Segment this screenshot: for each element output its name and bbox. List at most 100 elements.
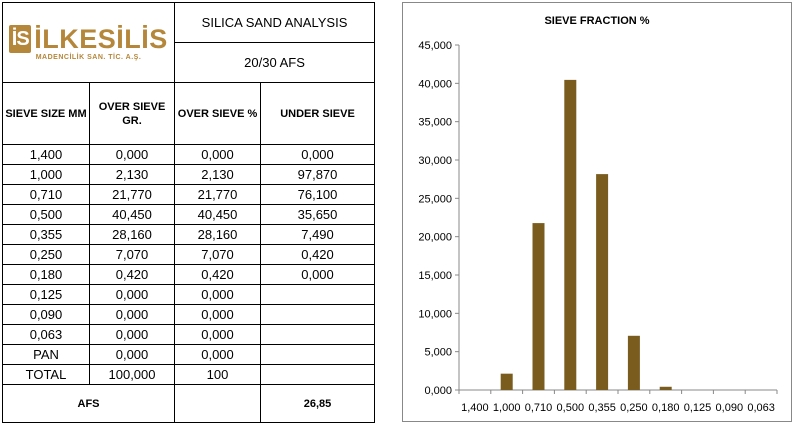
over-sieve-gr-cell: 0,000 — [88, 144, 176, 165]
over-sieve-pct-cell: 2,130 — [174, 164, 262, 185]
table-row: TOTAL 100,000 100 — [2, 364, 376, 385]
chart-panel: SIEVE FRACTION % 0,000 5,000 10,000 15,000 2… — [402, 2, 792, 422]
over-sieve-pct-cell: 40,450 — [174, 204, 262, 225]
y-tick-label: 5,000 — [424, 347, 452, 359]
report-subtitle: 20/30 AFS — [174, 42, 376, 83]
x-tick-label: 0,500 — [557, 402, 585, 414]
column-header: OVER SIEVE GR. — [88, 82, 176, 145]
sieve-size-cell: 0,710 — [2, 184, 90, 205]
logo-mark: İS — [9, 24, 32, 53]
x-tick-label: 1,000 — [493, 402, 521, 414]
table-row: 1,000 2,130 2,130 97,870 — [2, 164, 376, 185]
sieve-size-cell: 0,180 — [2, 264, 90, 285]
x-tick-label: 0,180 — [652, 402, 680, 414]
over-sieve-gr-cell: 0,000 — [88, 324, 176, 345]
under-sieve-cell: 35,650 — [260, 204, 376, 225]
over-sieve-gr-cell: 0,000 — [88, 284, 176, 305]
over-sieve-gr-cell: 28,160 — [88, 224, 176, 245]
y-tick-label: 35,000 — [418, 117, 452, 129]
over-sieve-gr-cell: 0,000 — [88, 344, 176, 365]
sieve-size-cell: 0,125 — [2, 284, 90, 305]
over-sieve-gr-cell: 0,420 — [88, 264, 176, 285]
sieve-size-cell: 0,090 — [2, 304, 90, 325]
x-tick-label: 0,090 — [716, 402, 744, 414]
x-tick-label: 1,400 — [461, 402, 489, 414]
table-row: PAN 0,000 0,000 — [2, 344, 376, 365]
over-sieve-gr-cell: 21,770 — [88, 184, 176, 205]
table-row: 0,500 40,450 40,450 35,650 — [2, 204, 376, 225]
under-sieve-cell: 7,490 — [260, 224, 376, 245]
sieve-size-cell: 1,000 — [2, 164, 90, 185]
bar — [564, 79, 577, 390]
over-sieve-pct-cell: 0,420 — [174, 264, 262, 285]
table-row: 0,355 28,160 28,160 7,490 — [2, 224, 376, 245]
y-tick-label: 40,000 — [418, 78, 452, 90]
under-sieve-cell: 0,000 — [260, 144, 376, 165]
under-sieve-cell — [260, 364, 376, 385]
bar — [500, 373, 513, 390]
bar — [659, 386, 672, 390]
over-sieve-gr-cell: 100,000 — [88, 364, 176, 385]
under-sieve-cell: 97,870 — [260, 164, 376, 185]
sieve-size-cell: 0,063 — [2, 324, 90, 345]
table-row: 0,710 21,770 21,770 76,100 — [2, 184, 376, 205]
under-sieve-cell — [260, 344, 376, 365]
table-body: 1,400 0,000 0,000 0,000 1,000 2,130 2,130 97,87… — [2, 144, 376, 385]
logo-subtitle: MADENCİLİK SAN. TİC. A.Ş. — [35, 53, 142, 61]
company-logo: İS İLKESİLİS MADENCİLİK SAN. TİC. A.Ş. — [5, 4, 172, 82]
over-sieve-pct-cell: 0,000 — [174, 284, 262, 305]
sieve-size-cell: TOTAL — [2, 364, 90, 385]
y-tick-label: 25,000 — [418, 193, 452, 205]
over-sieve-gr-cell: 40,450 — [88, 204, 176, 225]
table-row: 0,180 0,420 0,420 0,000 — [2, 264, 376, 285]
y-tick-label: 0,000 — [424, 385, 452, 397]
over-sieve-gr-cell: 7,070 — [88, 244, 176, 265]
over-sieve-pct-cell: 7,070 — [174, 244, 262, 265]
y-tick-label: 30,000 — [418, 155, 452, 167]
over-sieve-pct-cell: 100 — [174, 364, 262, 385]
over-sieve-gr-cell: 2,130 — [88, 164, 176, 185]
column-header: SIEVE SIZE MM — [2, 82, 90, 145]
y-tick-label: 10,000 — [418, 308, 452, 320]
sieve-size-cell: 1,400 — [2, 144, 90, 165]
x-tick-label: 0,063 — [747, 402, 775, 414]
over-sieve-gr-cell: 0,000 — [88, 304, 176, 325]
sieve-size-cell: 0,355 — [2, 224, 90, 245]
over-sieve-pct-cell: 28,160 — [174, 224, 262, 245]
analysis-table: İS İLKESİLİS MADENCİLİK SAN. TİC. A.Ş. S… — [1, 2, 376, 423]
over-sieve-pct-cell: 0,000 — [174, 324, 262, 345]
afs-value: 26,85 — [260, 384, 376, 423]
table-row: 0,063 0,000 0,000 — [2, 324, 376, 345]
table-row: 1,400 0,000 0,000 0,000 — [2, 144, 376, 165]
y-tick-label: 20,000 — [418, 232, 452, 244]
over-sieve-pct-cell: 0,000 — [174, 144, 262, 165]
under-sieve-cell — [260, 284, 376, 305]
report-title: SILICA SAND ANALYSIS — [174, 2, 376, 43]
bar — [627, 335, 640, 390]
under-sieve-cell — [260, 324, 376, 345]
y-tick-label: 15,000 — [418, 270, 452, 282]
x-tick-label: 0,250 — [620, 402, 648, 414]
x-tick-label: 0,125 — [684, 402, 712, 414]
afs-empty-cell — [174, 384, 262, 423]
bar — [596, 174, 609, 390]
over-sieve-pct-cell: 0,000 — [174, 344, 262, 365]
table-row: 0,250 7,070 7,070 0,420 — [2, 244, 376, 265]
x-tick-label: 0,355 — [588, 402, 616, 414]
over-sieve-pct-cell: 0,000 — [174, 304, 262, 325]
afs-label: AFS — [1, 384, 176, 423]
column-header: UNDER SIEVE — [260, 82, 376, 145]
logo-cell: İS İLKESİLİS MADENCİLİK SAN. TİC. A.Ş. — [1, 2, 176, 83]
chart-title: SIEVE FRACTION % — [544, 15, 650, 27]
over-sieve-pct-cell: 21,770 — [174, 184, 262, 205]
bar-chart: 0,000 5,000 10,000 15,000 20,000 25,000 30,000… — [418, 40, 778, 414]
column-header: OVER SIEVE % — [174, 82, 262, 145]
table-row: 0,090 0,000 0,000 — [2, 304, 376, 325]
logo-name: İLKESİLİS — [34, 23, 168, 54]
sieve-size-cell: PAN — [2, 344, 90, 365]
sieve-size-cell: 0,500 — [2, 204, 90, 225]
sieve-size-cell: 0,250 — [2, 244, 90, 265]
y-tick-label: 45,000 — [418, 40, 452, 52]
x-tick-label: 0,710 — [525, 402, 553, 414]
under-sieve-cell: 0,420 — [260, 244, 376, 265]
